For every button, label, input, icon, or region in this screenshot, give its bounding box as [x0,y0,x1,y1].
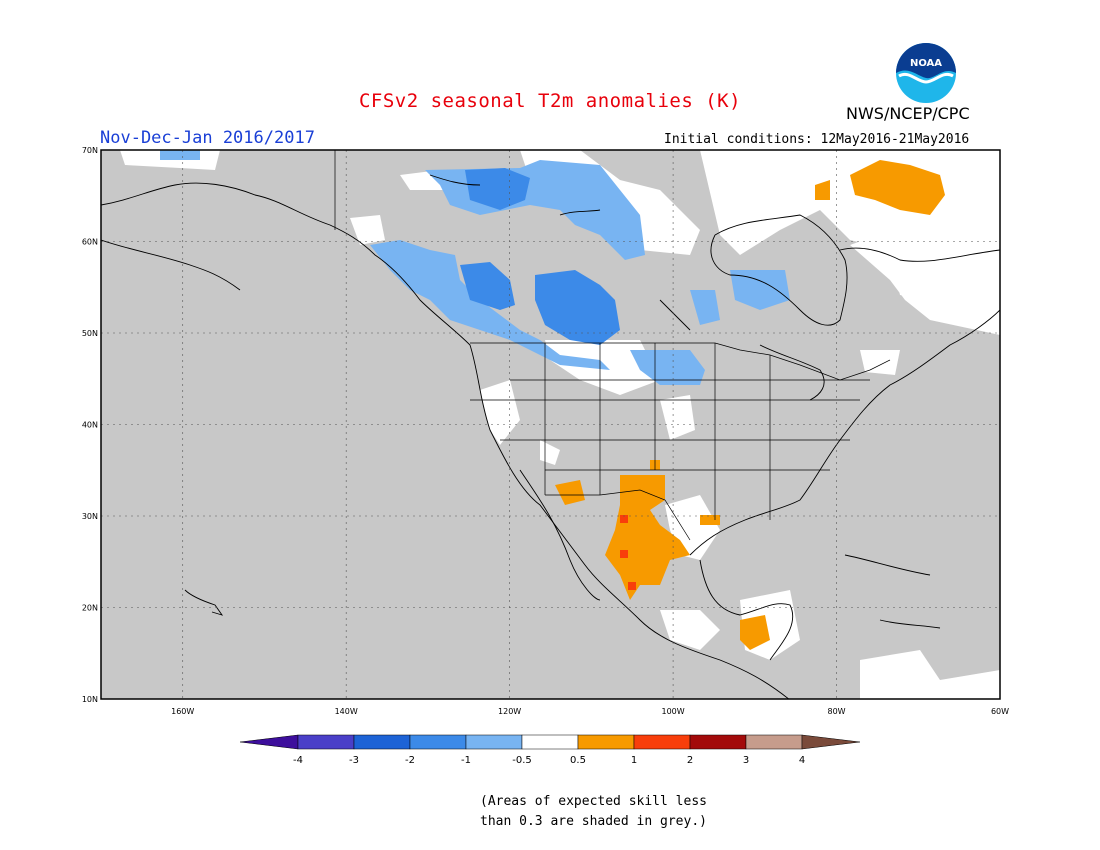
skill-note-line-2: than 0.3 are shaded in grey.) [480,814,707,829]
lat-label: 10N [82,695,98,704]
colorbar-label: -2 [405,755,415,766]
lon-label: 120W [498,707,521,716]
medium-blue-areas [460,168,620,345]
skill-note: (Areas of expected skill less than 0.3 a… [480,792,707,832]
skill-note-line-1: (Areas of expected skill less [480,794,707,809]
chart-title: CFSv2 seasonal T2m anomalies (K) [358,90,742,112]
graticule [101,150,1000,699]
colorbar-label: 3 [743,755,749,766]
colorbar-label: 2 [687,755,693,766]
anomaly-fields [120,150,1000,699]
agency-label: NWS/NCEP/CPC [846,104,970,123]
latitude-labels: 70N 60N 50N 40N 30N 20N 10N [82,146,98,704]
colorbar-arrow-right [801,734,861,750]
lat-label: 70N [82,146,98,155]
lat-label: 40N [82,421,98,430]
colorbar-box [745,734,803,750]
colorbar-label: 0.5 [570,755,586,766]
noaa-logo: NOAA [896,43,956,103]
map-background-grey [101,150,1000,699]
colorbar-label: -1 [461,755,471,766]
red-areas [620,515,636,590]
colorbar-box [689,734,747,750]
colorbar-box [409,734,467,750]
lat-label: 60N [82,238,98,247]
colorbar-label: -3 [349,755,359,766]
political-borders [334,150,891,541]
map-frame [100,149,1001,700]
longitude-labels: 160W 140W 120W 100W 80W 60W [171,707,1009,716]
colorbar-boxes [239,734,861,750]
colorbar-box [521,734,579,750]
lon-label: 100W [661,707,684,716]
colorbar-box [465,734,523,750]
colorbar-label: 1 [631,755,637,766]
colorbar-arrow-left [239,734,299,750]
colorbar-box [297,734,355,750]
orange-areas [555,160,945,650]
initial-conditions: Initial conditions: 12May2016-21May2016 [664,132,970,147]
lat-label: 20N [82,604,98,613]
noaa-logo-text: NOAA [910,58,942,69]
lon-label: 160W [171,707,194,716]
lat-label: 50N [82,329,98,338]
lon-label: 140W [335,707,358,716]
lat-label: 30N [82,512,98,521]
lon-label: 80W [827,707,845,716]
forecast-period: Nov-Dec-Jan 2016/2017 [100,128,315,148]
lon-label: 60W [991,707,1009,716]
colorbar-label: -4 [293,755,303,766]
colorbar-box [633,734,691,750]
colorbar-box [353,734,411,750]
colorbar-legend: -4 -3 -2 -1 -0.5 0.5 1 2 3 4 [239,734,861,766]
colorbar-label: -0.5 [512,755,532,766]
colorbar-box [577,734,635,750]
colorbar-labels: -4 -3 -2 -1 -0.5 0.5 1 2 3 4 [293,755,805,766]
colorbar-label: 4 [799,755,805,766]
